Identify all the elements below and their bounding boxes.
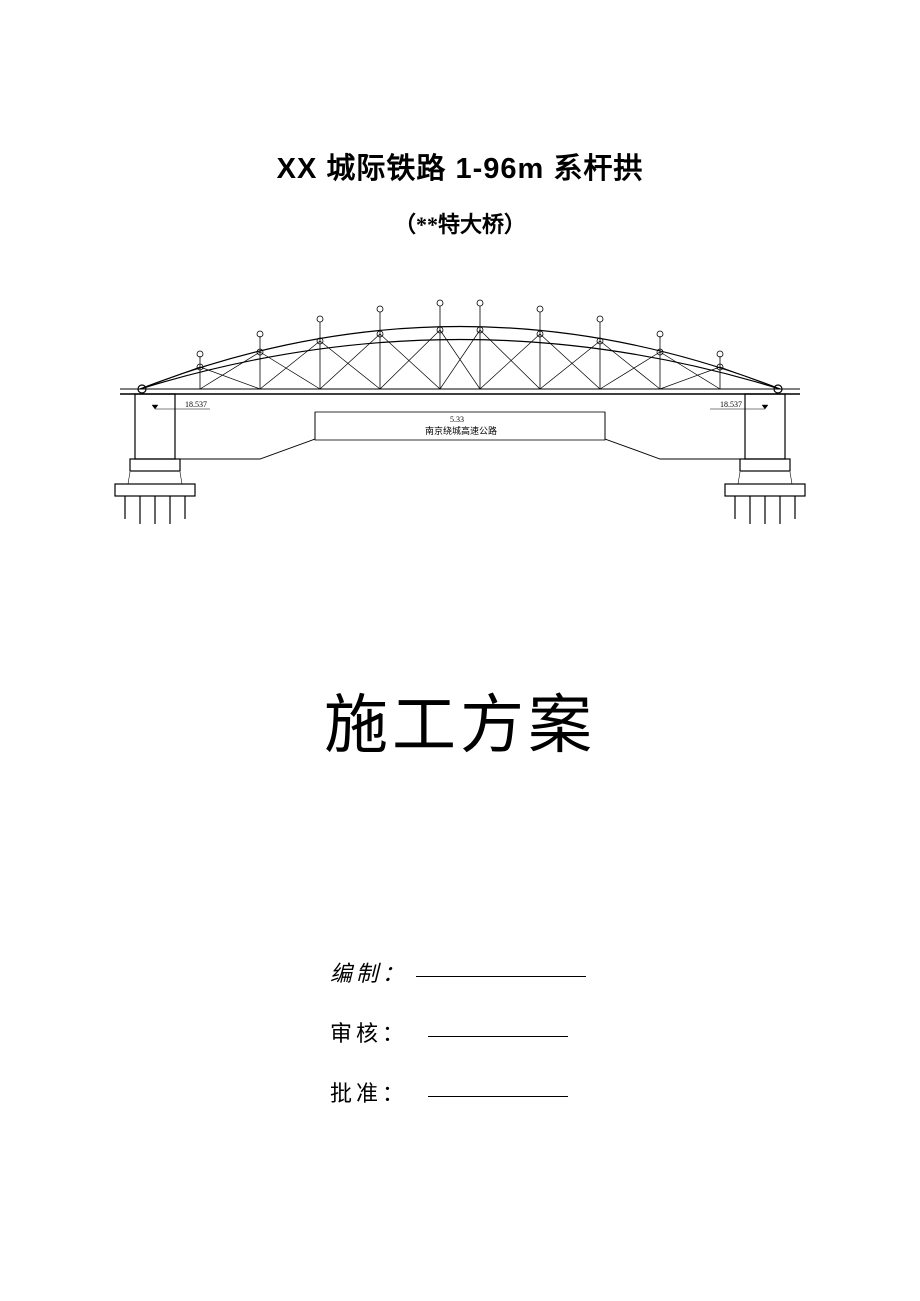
elevation-left-label: 18.537	[185, 400, 207, 409]
bridge-diagram: 18.537 18.537 5.33 南京绕城高速公路	[80, 294, 840, 544]
title-main: XX 城际铁路 1-96m 系杆拱	[0, 145, 920, 187]
signature-label-review: 审核：	[330, 1016, 408, 1048]
signature-row-edit: 编制：	[330, 956, 920, 988]
signature-row-review: 审核：	[330, 1016, 920, 1048]
signature-line	[428, 1036, 568, 1037]
center-elevation-label: 5.33	[450, 415, 464, 424]
bridge-svg: 18.537 18.537 5.33 南京绕城高速公路	[80, 294, 840, 544]
road-label: 南京绕城高速公路	[425, 425, 497, 436]
signature-line	[428, 1096, 568, 1097]
document-page: XX 城际铁路 1-96m 系杆拱 （**特大桥）	[0, 0, 920, 1108]
signature-row-approve: 批准：	[330, 1076, 920, 1108]
signature-label-approve: 批准：	[330, 1076, 408, 1108]
main-heading: 施工方案	[0, 674, 920, 766]
title-sub: （**特大桥）	[0, 207, 920, 239]
signature-label-edit: 编制：	[330, 956, 408, 988]
elevation-right-label: 18.537	[720, 400, 742, 409]
signature-line	[416, 976, 586, 977]
signature-block: 编制： 审核： 批准：	[330, 956, 920, 1108]
